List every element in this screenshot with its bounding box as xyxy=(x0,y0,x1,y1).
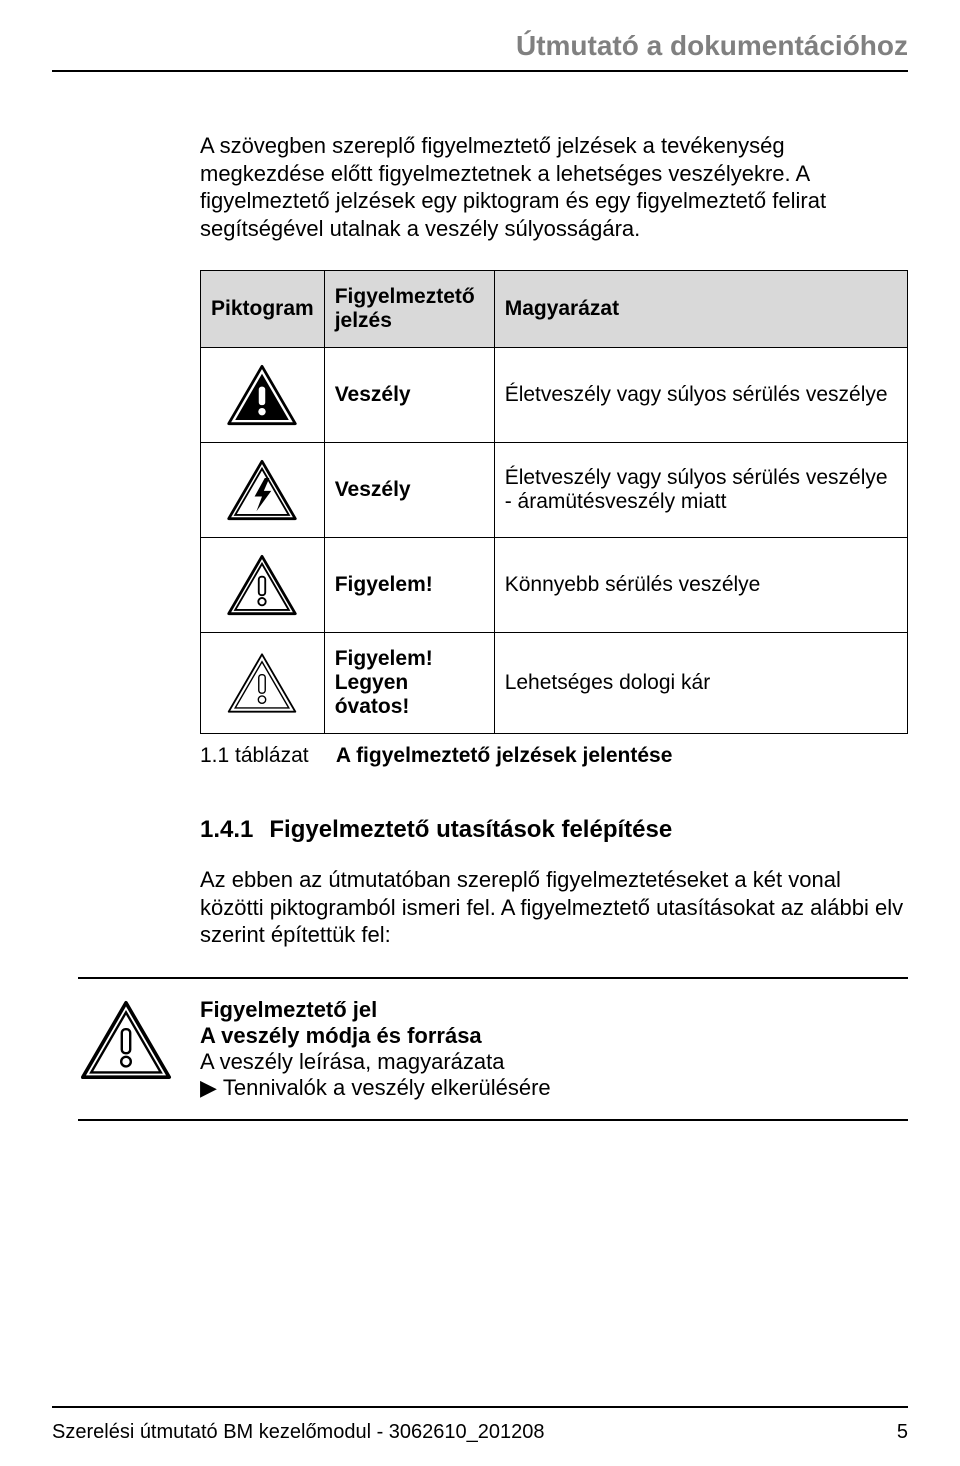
warning-block-action-text: Tennivalók a veszély elkerülésére xyxy=(223,1075,551,1100)
signal-cell: Veszély xyxy=(324,348,494,443)
section-body: Az ebben az útmutatóban szereplő figyelm… xyxy=(200,866,908,949)
table-caption: 1.1 táblázat A figyelmeztető jelzések je… xyxy=(200,744,908,768)
danger-electric-icon xyxy=(225,457,299,523)
signal-cell: Figyelem! Legyen óvatos! xyxy=(324,633,494,734)
intro-paragraph: A szövegben szereplő figyelmeztető jelzé… xyxy=(200,132,908,242)
warning-outline-icon xyxy=(78,997,174,1083)
arrow-icon: ▶ xyxy=(200,1075,217,1101)
table-row: Figyelem! Könnyebb sérülés veszélye xyxy=(201,538,908,633)
footer-left: Szerelési útmutató BM kezelőmodul - 3062… xyxy=(52,1421,545,1444)
page-title: Útmutató a dokumentációhoz xyxy=(516,30,908,61)
table-header-row: Piktogram Figyelmeztető jelzés Magyaráza… xyxy=(201,271,908,348)
danger-solid-icon xyxy=(225,362,299,428)
th-pictogram: Piktogram xyxy=(201,271,325,348)
page-footer: Szerelési útmutató BM kezelőmodul - 3062… xyxy=(52,1421,908,1444)
pictogram-cell xyxy=(201,443,325,538)
warning-block-action: ▶Tennivalók a veszély elkerülésére xyxy=(200,1075,908,1101)
warning-outline-icon xyxy=(225,552,299,618)
pictogram-cell xyxy=(201,538,325,633)
pictogram-cell xyxy=(201,348,325,443)
explanation-cell: Életveszély vagy súlyos sérülés veszélye xyxy=(494,348,907,443)
signal-text: Figyelem! xyxy=(335,573,433,596)
explanation-cell: Lehetséges dologi kár xyxy=(494,633,907,734)
pictogram-cell xyxy=(201,633,325,734)
warning-block-subtitle: A veszély módja és forrása xyxy=(200,1023,908,1049)
th-signal: Figyelmeztető jelzés xyxy=(324,271,494,348)
page-header: Útmutató a dokumentációhoz xyxy=(0,0,960,70)
footer-rule xyxy=(52,1406,908,1408)
caution-outline-icon xyxy=(225,650,299,716)
warning-example-block: Figyelmeztető jel A veszély módja és for… xyxy=(78,977,908,1121)
explanation-cell: Életveszély vagy súlyos sérülés veszélye… xyxy=(494,443,907,538)
main-content: A szövegben szereplő figyelmeztető jelzé… xyxy=(0,72,960,949)
table-row: Veszély Életveszély vagy súlyos sérülés … xyxy=(201,348,908,443)
footer-page-number: 5 xyxy=(897,1421,908,1444)
warning-block-title: Figyelmeztető jel xyxy=(200,997,908,1023)
section-heading: 1.4.1 Figyelmeztető utasítások felépítése xyxy=(200,816,908,844)
warning-block-description: A veszély leírása, magyarázata xyxy=(200,1049,908,1075)
th-explanation: Magyarázat xyxy=(494,271,907,348)
section-number: 1.4.1 xyxy=(200,816,253,843)
signal-text: Veszély xyxy=(335,383,411,406)
explanation-cell: Könnyebb sérülés veszélye xyxy=(494,538,907,633)
signal-table: Piktogram Figyelmeztető jelzés Magyaráza… xyxy=(200,270,908,734)
warning-block-icon xyxy=(78,997,174,1088)
signal-text: Veszély xyxy=(335,478,411,501)
signal-cell: Figyelem! xyxy=(324,538,494,633)
caption-number: 1.1 táblázat xyxy=(200,744,330,768)
caption-text: A figyelmeztető jelzések jelentése xyxy=(336,744,673,767)
table-row: Veszély Életveszély vagy súlyos sérülés … xyxy=(201,443,908,538)
section-title: Figyelmeztető utasítások felépítése xyxy=(269,816,672,843)
table-row: Figyelem! Legyen óvatos! Lehetséges dolo… xyxy=(201,633,908,734)
signal-cell: Veszély xyxy=(324,443,494,538)
signal-text: Figyelem! Legyen óvatos! xyxy=(335,647,433,718)
